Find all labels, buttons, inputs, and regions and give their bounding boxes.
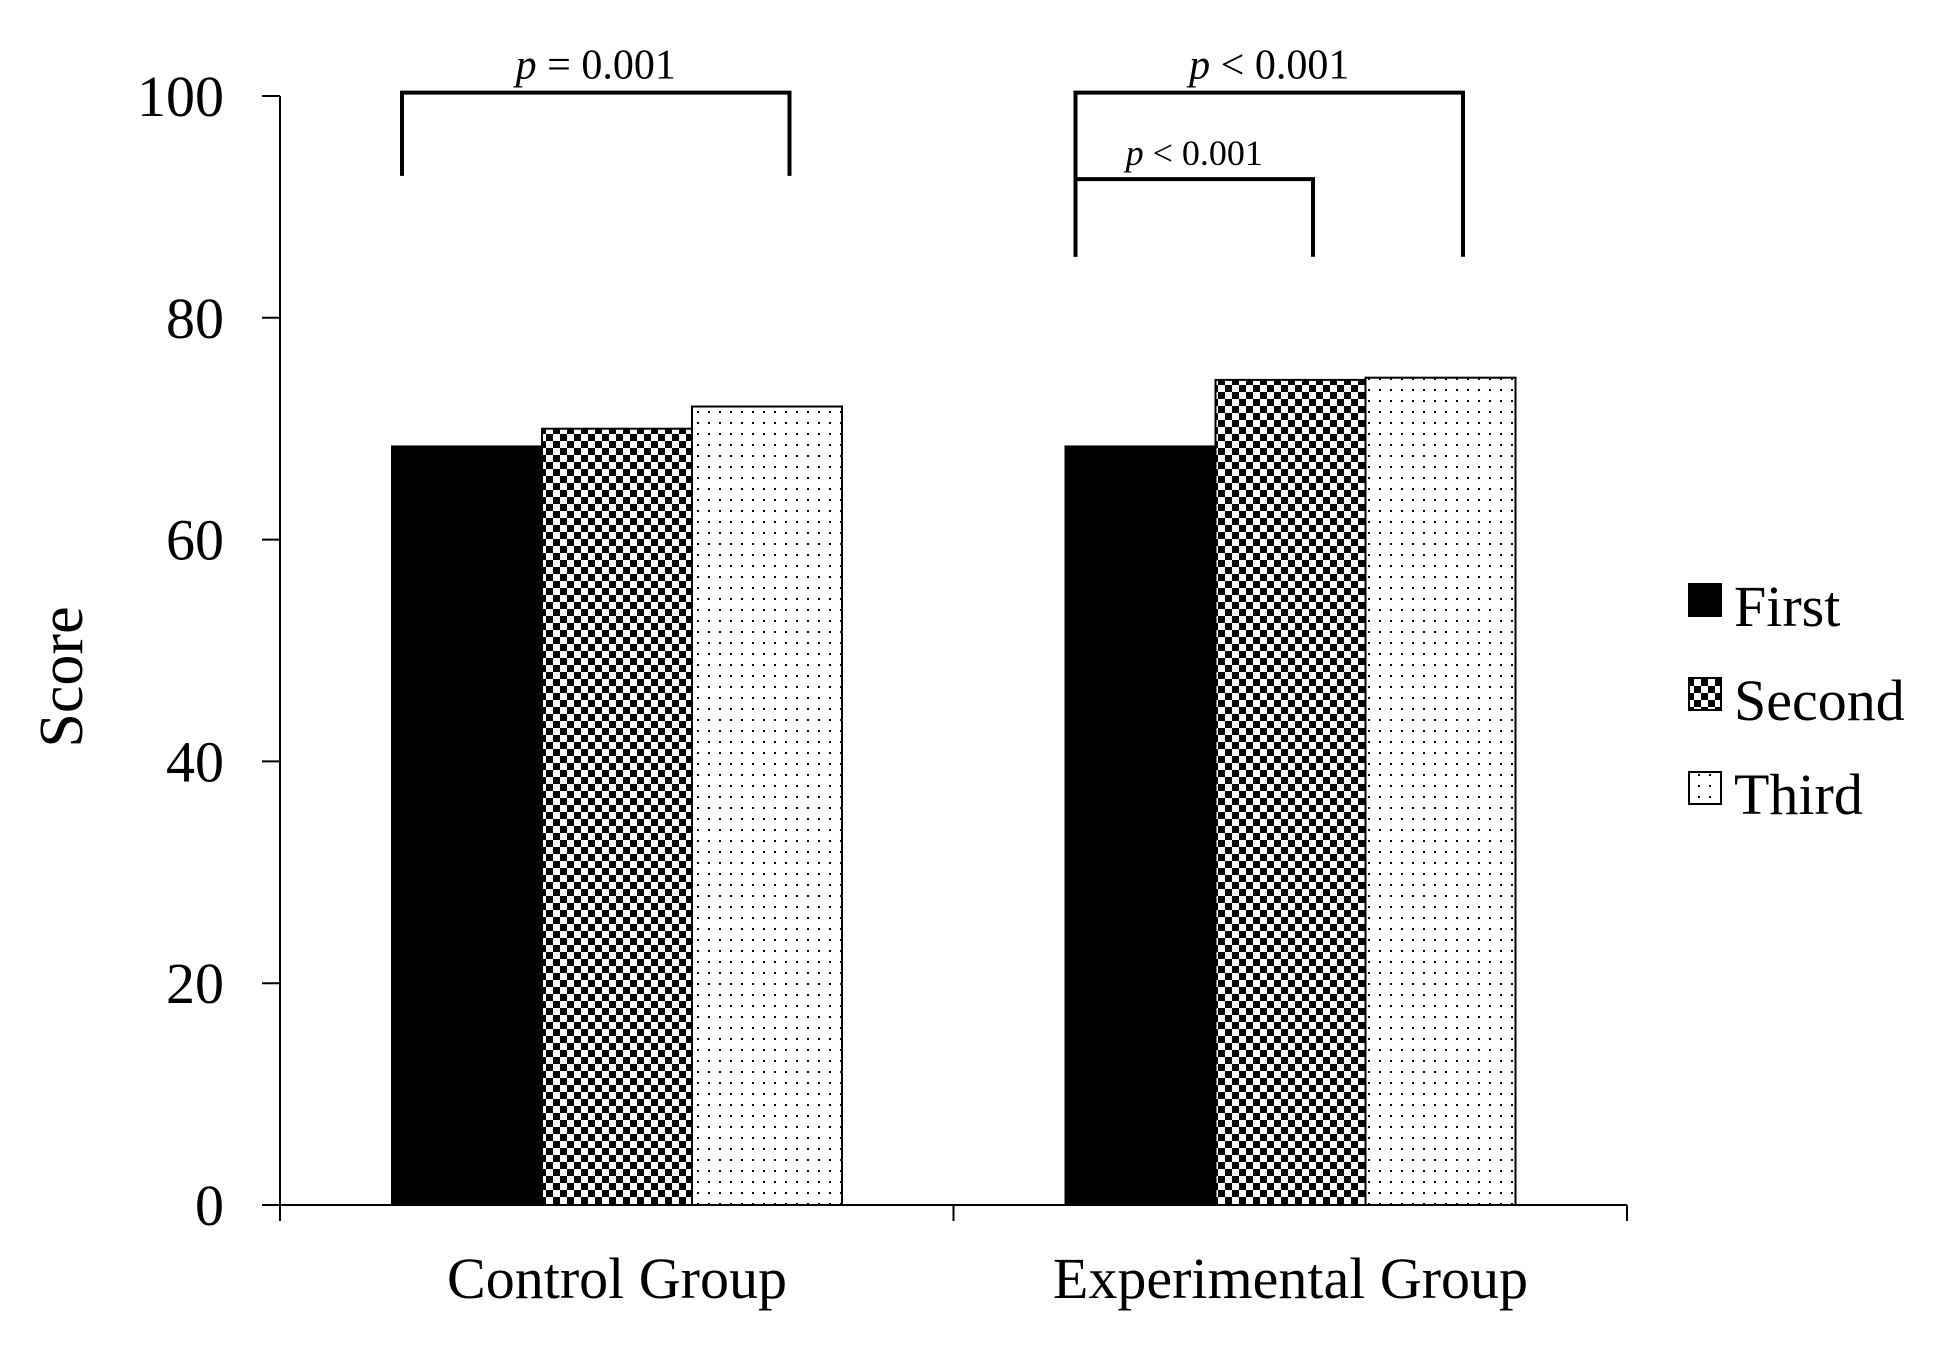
p-value-text: < 0.001 bbox=[1210, 43, 1349, 89]
legend-swatch-first bbox=[1688, 583, 1722, 617]
p-value-label: p < 0.001 bbox=[1123, 133, 1263, 173]
category-label: Experimental Group bbox=[1053, 1246, 1528, 1311]
x-ticks bbox=[279, 1205, 1628, 1221]
bar-first bbox=[1064, 445, 1217, 1207]
bar-first bbox=[391, 445, 543, 1207]
bars bbox=[391, 376, 1517, 1207]
y-tick-label: 40 bbox=[166, 729, 224, 794]
legend-label: Second bbox=[1734, 668, 1905, 733]
y-tick-label: 60 bbox=[166, 508, 224, 573]
p-value-label: p < 0.001 bbox=[1186, 43, 1349, 89]
significance-bracket: p = 0.001 bbox=[400, 43, 792, 176]
bracket-line bbox=[400, 90, 792, 176]
legend-swatch-second bbox=[1688, 677, 1722, 711]
y-tick-label: 100 bbox=[137, 64, 224, 129]
bracket-line bbox=[1073, 90, 1465, 257]
legend-label: First bbox=[1734, 574, 1840, 639]
legend-label: Third bbox=[1734, 762, 1863, 827]
bar-second bbox=[541, 427, 693, 1206]
bar-third bbox=[1364, 376, 1517, 1207]
bar-third bbox=[691, 405, 843, 1206]
y-tick-label: 80 bbox=[166, 286, 224, 351]
category-label: Control Group bbox=[447, 1246, 787, 1311]
p-value-label: p = 0.001 bbox=[513, 43, 676, 89]
p-value-text: = 0.001 bbox=[537, 43, 676, 89]
significance-bracket: p < 0.001 bbox=[1073, 43, 1465, 257]
p-symbol: p bbox=[1186, 43, 1210, 89]
y-axis-label: Score bbox=[28, 606, 96, 747]
x-labels: Control Group Experimental Group bbox=[447, 1246, 1528, 1311]
p-symbol: p bbox=[1123, 133, 1144, 173]
y-tick-label: 20 bbox=[166, 951, 224, 1016]
legend-swatch-third bbox=[1688, 771, 1722, 805]
legend: First Second Third bbox=[1688, 574, 1905, 827]
y-ticks: 0 20 40 60 80 100 bbox=[137, 64, 280, 1238]
significance-bracket: p < 0.001 bbox=[1073, 133, 1315, 257]
p-value-text: < 0.001 bbox=[1144, 133, 1263, 173]
bracket-line bbox=[1073, 177, 1315, 257]
bar-second bbox=[1214, 378, 1367, 1206]
p-symbol: p bbox=[513, 43, 537, 89]
y-tick-label: 0 bbox=[195, 1173, 224, 1238]
